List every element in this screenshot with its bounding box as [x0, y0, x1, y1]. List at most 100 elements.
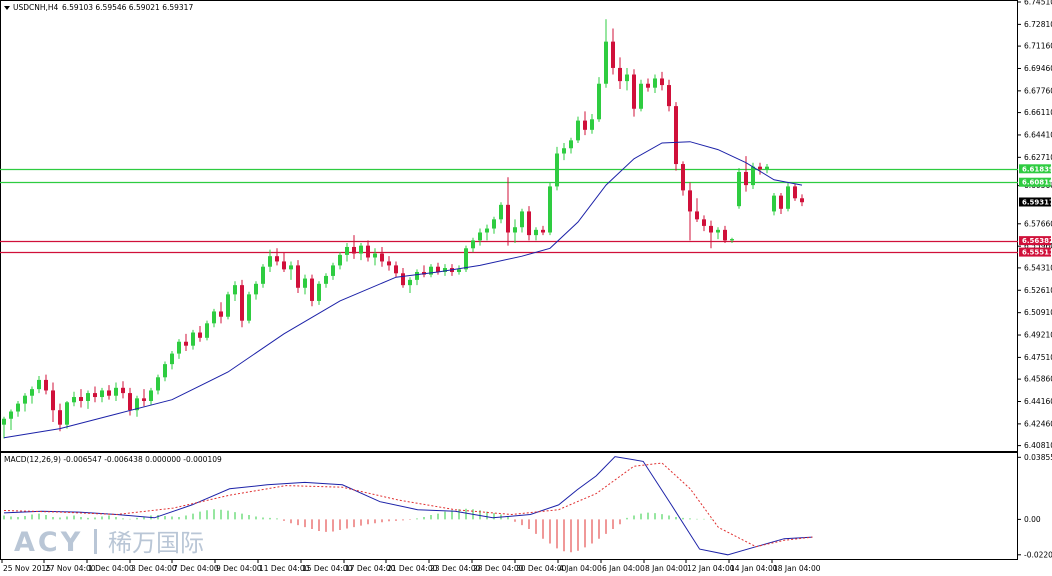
- level-tag-resistance-1-bg: [1019, 164, 1051, 174]
- level-tag-resistance-2-bg: [1019, 177, 1051, 187]
- candle-down: [660, 78, 664, 86]
- candle-down: [219, 311, 223, 317]
- candle-down: [51, 390, 55, 411]
- price-tick-label: 6.74510: [1024, 0, 1052, 7]
- candle-up: [457, 269, 461, 272]
- price-tick-label: 6.55960: [1024, 242, 1052, 251]
- candle-up: [254, 283, 258, 295]
- candle-up: [604, 41, 608, 84]
- candle-down: [632, 74, 636, 109]
- candle-up: [499, 204, 503, 220]
- candle-up: [30, 389, 34, 396]
- candle-down: [681, 164, 685, 191]
- watermark-cjk: 稀万国际: [108, 529, 204, 557]
- ma-layer: [3, 141, 803, 439]
- levels-layer: [0, 168, 1018, 254]
- candle-down: [128, 393, 132, 411]
- candle-up: [191, 332, 195, 346]
- candle-up: [653, 78, 657, 88]
- candle-up: [247, 294, 251, 321]
- chart-header: USDCNH,H4 6.59103 6.59546 6.59021 6.5931…: [4, 3, 193, 12]
- candle-up: [16, 403, 20, 412]
- time-tick-label: 4 Jan 04:00: [559, 564, 602, 573]
- candle-up: [492, 219, 496, 229]
- level-tag-support-2: 6.55511: [1022, 249, 1052, 257]
- candle-down: [198, 332, 202, 338]
- candle-up: [338, 254, 342, 266]
- candle-down: [79, 397, 83, 401]
- macd-axis: 0.038557 0.00 -0.022011: [1017, 453, 1052, 559]
- candle-up: [597, 83, 601, 120]
- time-tick-label: 12 Jan 04:00: [687, 564, 735, 573]
- level-tag-support-1-bg: [1019, 236, 1051, 246]
- candle-down: [646, 83, 650, 88]
- header-triangle-icon: [4, 6, 10, 10]
- candle-up: [149, 390, 153, 401]
- candle-up: [765, 166, 769, 170]
- time-tick-label: 9 Dec 04:00: [216, 564, 262, 573]
- price-tick-label: 6.44160: [1024, 397, 1052, 406]
- price-tick-label: 6.67760: [1024, 86, 1052, 95]
- candle-up: [135, 398, 139, 411]
- candle-up: [751, 166, 755, 186]
- candle-down: [184, 341, 188, 346]
- time-tick-label: 28 Dec 04:00: [473, 564, 524, 573]
- candle-down: [758, 166, 762, 170]
- candle-down: [240, 285, 244, 321]
- macd-signal-line: [3, 462, 813, 548]
- price-tick-label: 6.52610: [1024, 286, 1052, 295]
- price-axis: 6.74510 6.72810 6.71160 6.69460 6.67760 6.661…: [1017, 0, 1052, 450]
- candle-up: [478, 232, 482, 241]
- candle-down: [380, 253, 384, 262]
- candle-down: [793, 186, 797, 199]
- price-tick-label: 6.40810: [1024, 441, 1052, 450]
- price-tick-label: 6.50910: [1024, 308, 1052, 317]
- candle-down: [275, 256, 279, 262]
- candle-up: [569, 140, 573, 149]
- candle-down: [695, 211, 699, 220]
- candle-up: [37, 379, 41, 390]
- candle-up: [65, 402, 69, 425]
- time-tick-label: 7 Dec 04:00: [173, 564, 219, 573]
- candle-up: [289, 265, 293, 270]
- price-tick-label: 6.49210: [1024, 331, 1052, 340]
- candle-up: [548, 186, 552, 233]
- candle-up: [429, 266, 433, 275]
- candle-down: [310, 278, 314, 301]
- candle-down: [366, 245, 370, 258]
- time-tick-label: 21 Dec 04:00: [387, 564, 438, 573]
- candle-up: [639, 83, 643, 109]
- candle-up: [471, 240, 475, 249]
- candle-up: [233, 285, 237, 295]
- time-tick-label: 25 Nov 2015: [3, 564, 51, 573]
- candle-up: [534, 229, 538, 236]
- candle-up: [625, 74, 629, 82]
- last-price-tag: 6.59317: [1022, 198, 1052, 206]
- candle-down: [709, 225, 713, 233]
- candle-down: [800, 198, 804, 203]
- candle-up: [331, 265, 335, 276]
- candle-up: [324, 275, 328, 284]
- candle-down: [58, 410, 62, 425]
- candle-up: [156, 377, 160, 391]
- candle-up: [716, 229, 720, 233]
- candle-up: [373, 253, 377, 258]
- candle-up: [72, 397, 76, 403]
- macd-tick-label: 0.00: [1024, 515, 1041, 524]
- time-tick-label: 17 Dec 04:00: [345, 564, 396, 573]
- time-tick-label: 6 Jan 04:00: [602, 564, 645, 573]
- candle-down: [401, 273, 405, 286]
- candle-down: [723, 229, 727, 241]
- candle-up: [513, 227, 517, 233]
- price-tags: 6.61839 6.60819 6.56382 6.55511 6.59317: [1019, 164, 1052, 257]
- candle-down: [583, 120, 587, 130]
- main-panel-border: [0, 0, 1018, 452]
- time-tick-label: 8 Jan 04:00: [645, 564, 688, 573]
- macd-tick-label: 0.038557: [1024, 453, 1052, 462]
- candle-down: [282, 261, 286, 270]
- time-tick-label: 30 Dec 04:00: [516, 564, 567, 573]
- candle-up: [786, 186, 790, 209]
- candle-down: [121, 387, 125, 394]
